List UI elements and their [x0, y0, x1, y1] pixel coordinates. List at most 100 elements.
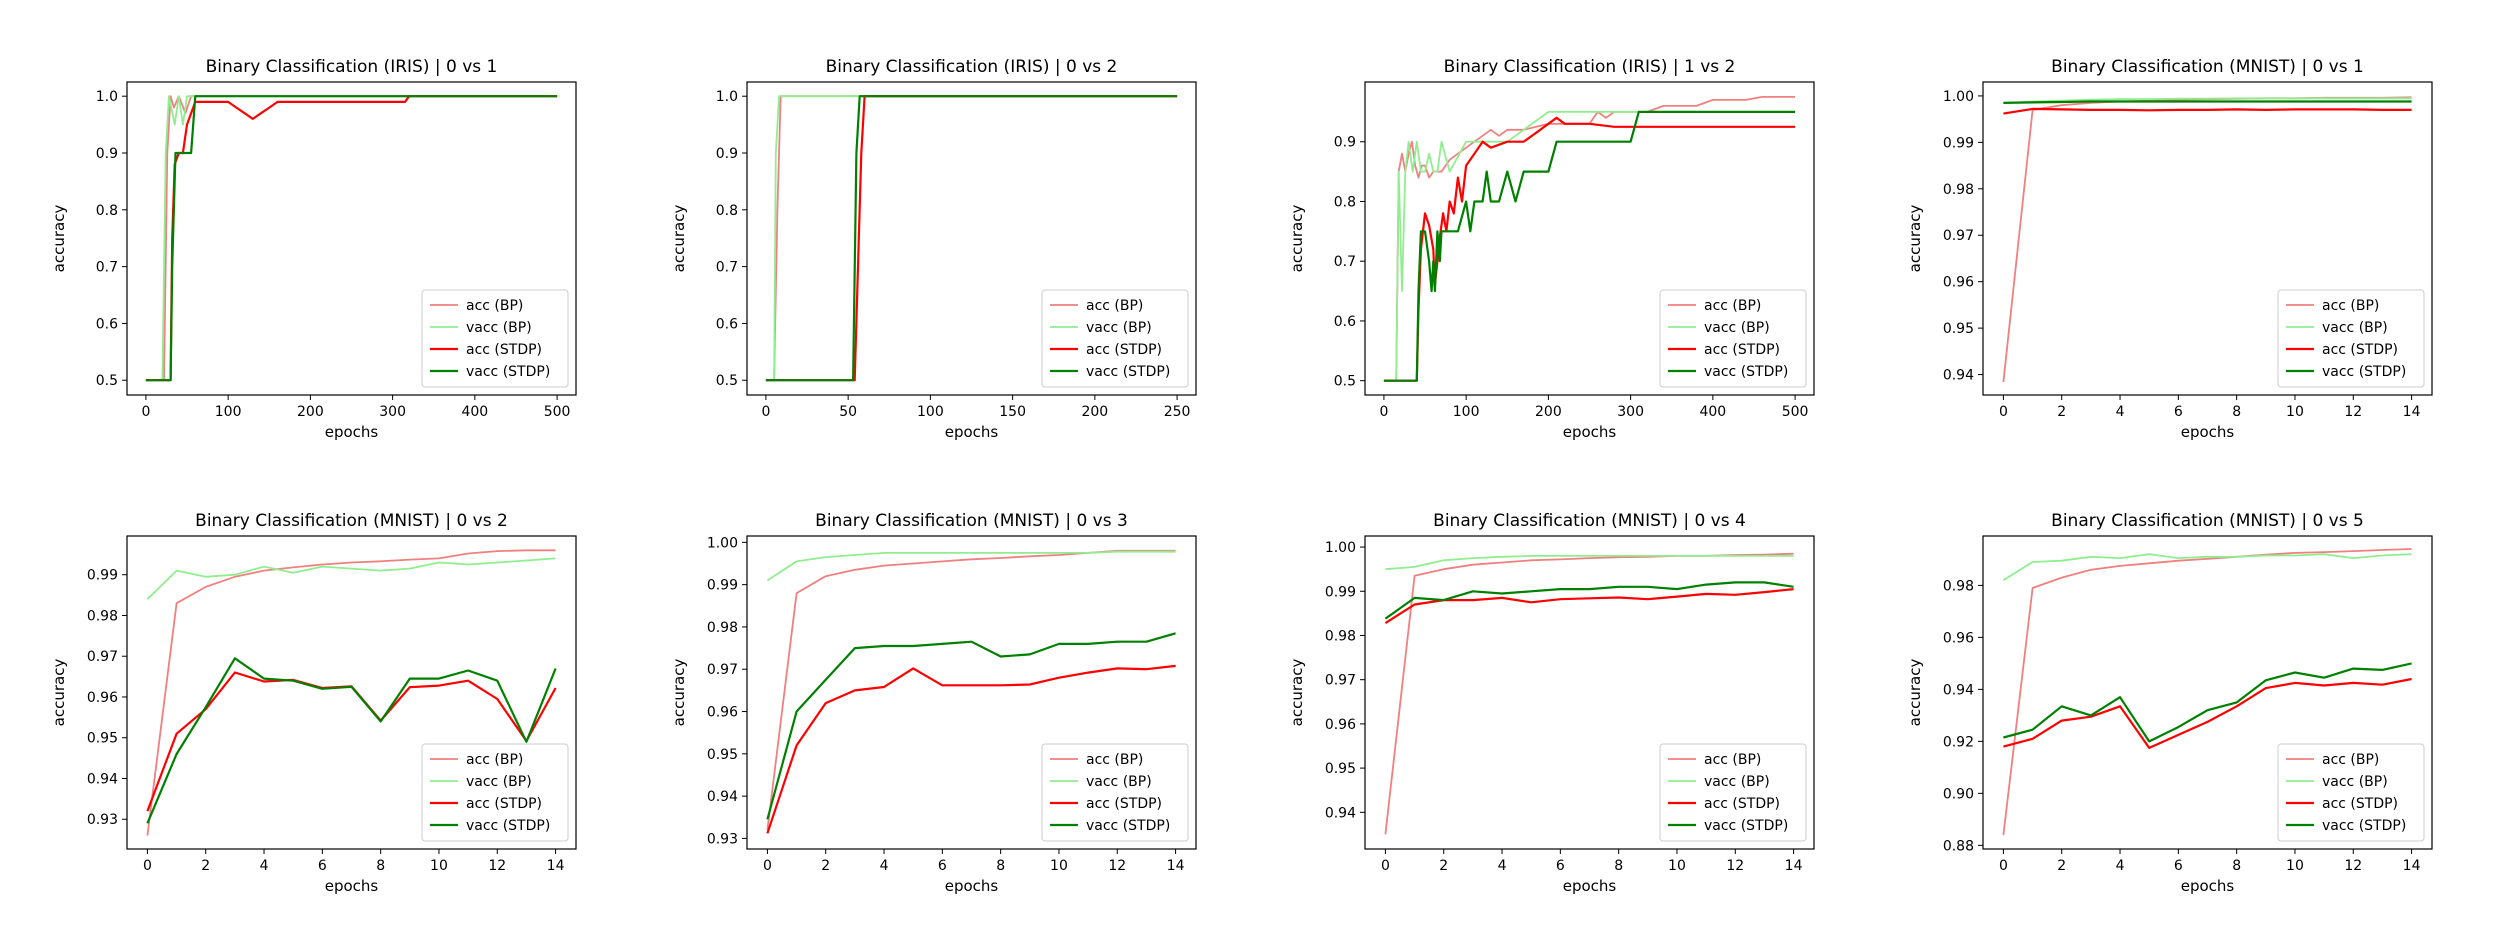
- y-tick-label: 0.92: [1943, 734, 1974, 750]
- y-tick-label: 0.93: [707, 831, 738, 847]
- series-group: [766, 549, 1176, 834]
- y-tick-label: 0.7: [716, 260, 738, 276]
- x-tick-label: 14: [2403, 858, 2421, 874]
- legend-entry: acc (BP): [1086, 752, 1143, 768]
- x-tick-label: 6: [1556, 858, 1565, 874]
- y-tick-label: 1.00: [707, 535, 738, 551]
- legend-entry: vacc (BP): [466, 320, 532, 336]
- legend-entry: acc (STDP): [2322, 796, 2398, 812]
- series-group: [2002, 548, 2412, 836]
- series-line-vacc-stdp: [2003, 662, 2412, 743]
- x-tick-label: 12: [488, 858, 506, 874]
- legend-entry: vacc (STDP): [1086, 818, 1170, 834]
- legend-entry: acc (STDP): [466, 796, 542, 812]
- chart-title: Binary Classification (IRIS) | 0 vs 1: [206, 57, 498, 77]
- x-tick-label: 6: [2174, 404, 2183, 420]
- y-tick-label: 0.96: [1943, 630, 1974, 646]
- chart-title: Binary Classification (MNIST) | 0 vs 5: [2051, 511, 2364, 531]
- legend-box: [421, 289, 569, 388]
- x-axis-label: epochs: [1563, 877, 1617, 895]
- y-tick-label: 0.8: [716, 203, 738, 219]
- x-tick-label: 100: [1453, 404, 1480, 420]
- y-tick-label: 0.99: [707, 578, 738, 594]
- y-tick-label: 0.93: [87, 812, 118, 828]
- x-axis-label: epochs: [325, 423, 379, 441]
- y-tick-label: 0.90: [1943, 786, 1974, 802]
- chart-title: Binary Classification (MNIST) | 0 vs 2: [195, 511, 508, 531]
- legend-entry: vacc (BP): [2322, 320, 2388, 336]
- legend-box: [1659, 743, 1807, 842]
- x-tick-label: 12: [2344, 404, 2362, 420]
- legend-entry: vacc (BP): [1704, 320, 1770, 336]
- x-tick-label: 10: [2286, 858, 2304, 874]
- y-tick-label: 0.6: [716, 316, 738, 332]
- y-axis-label: accuracy: [1288, 659, 1306, 727]
- series-line-acc-stdp: [1384, 588, 1794, 625]
- y-tick-label: 0.99: [1325, 584, 1356, 600]
- y-tick-label: 0.96: [1943, 275, 1974, 291]
- x-tick-label: 14: [1167, 858, 1185, 874]
- legend-entry: acc (STDP): [2322, 342, 2398, 358]
- x-tick-label: 100: [215, 404, 242, 420]
- x-tick-label: 50: [839, 404, 857, 420]
- subplot-5: Binary Classification (MNIST) | 0 vs 2 0 2…: [50, 511, 577, 895]
- plot-frame: [1982, 535, 2433, 850]
- legend-entry: vacc (BP): [1086, 774, 1152, 790]
- x-tick-label: 10: [1668, 858, 1686, 874]
- series-line-vacc-bp: [1383, 111, 1796, 382]
- y-tick-label: 0.5: [1334, 374, 1356, 390]
- x-tick-label: 300: [1617, 404, 1644, 420]
- x-tick-label: 8: [2232, 404, 2241, 420]
- x-tick-label: 10: [2286, 404, 2304, 420]
- y-tick-label: 0.97: [1325, 673, 1356, 689]
- series-group: [2002, 96, 2412, 383]
- plot-frame: [1364, 535, 1815, 850]
- y-tick-label: 1.0: [716, 89, 738, 105]
- legend-box: [2277, 743, 2425, 842]
- y-tick-label: 0.94: [87, 771, 118, 787]
- y-tick-label: 0.6: [96, 316, 118, 332]
- x-tick-label: 12: [1108, 858, 1126, 874]
- x-tick-label: 4: [880, 858, 889, 874]
- y-tick-label: 0.95: [87, 731, 118, 747]
- x-tick-label: 400: [1699, 404, 1726, 420]
- x-tick-label: 6: [938, 858, 947, 874]
- x-tick-label: 2: [1439, 858, 1448, 874]
- y-axis-label: accuracy: [1906, 659, 1924, 727]
- x-axis-label: epochs: [945, 877, 999, 895]
- y-tick-label: 0.94: [1325, 805, 1356, 821]
- y-tick-label: 0.98: [707, 620, 738, 636]
- legend-entry: vacc (STDP): [1704, 364, 1788, 380]
- legend-entry: acc (BP): [466, 298, 523, 314]
- series-line-vacc-bp: [2003, 97, 2412, 104]
- x-tick-label: 200: [1535, 404, 1562, 420]
- x-tick-label: 2: [201, 858, 210, 874]
- plot-frame: [126, 81, 577, 396]
- chart-title: Binary Classification (MNIST) | 0 vs 3: [815, 511, 1128, 531]
- y-axis-label: accuracy: [1906, 205, 1924, 273]
- x-tick-label: 250: [1164, 404, 1191, 420]
- x-tick-label: 0: [1999, 404, 2008, 420]
- x-tick-label: 8: [2232, 858, 2241, 874]
- x-tick-label: 12: [2344, 858, 2362, 874]
- y-tick-label: 0.7: [96, 260, 118, 276]
- y-axis-label: accuracy: [50, 205, 68, 273]
- y-tick-label: 0.9: [1334, 135, 1356, 151]
- series-line-vacc-bp: [766, 550, 1176, 582]
- x-tick-label: 0: [141, 404, 150, 420]
- x-tick-label: 8: [376, 858, 385, 874]
- series-line-acc-bp: [1383, 96, 1796, 382]
- x-axis-label: epochs: [2181, 423, 2235, 441]
- legend-entry: vacc (BP): [1704, 774, 1770, 790]
- y-tick-label: 0.96: [87, 690, 118, 706]
- chart-title: Binary Classification (MNIST) | 0 vs 1: [2051, 57, 2364, 77]
- subplot-7: Binary Classification (MNIST) | 0 vs 4 0 2…: [1288, 511, 1815, 895]
- x-tick-label: 200: [1081, 404, 1108, 420]
- y-tick-label: 0.95: [1943, 321, 1974, 337]
- series-group: [1384, 552, 1794, 835]
- chart-title: Binary Classification (MNIST) | 0 vs 4: [1433, 511, 1746, 531]
- y-tick-label: 0.8: [1334, 194, 1356, 210]
- y-tick-label: 0.98: [87, 608, 118, 624]
- y-tick-label: 0.94: [1943, 682, 1974, 698]
- legend-entry: vacc (STDP): [466, 818, 550, 834]
